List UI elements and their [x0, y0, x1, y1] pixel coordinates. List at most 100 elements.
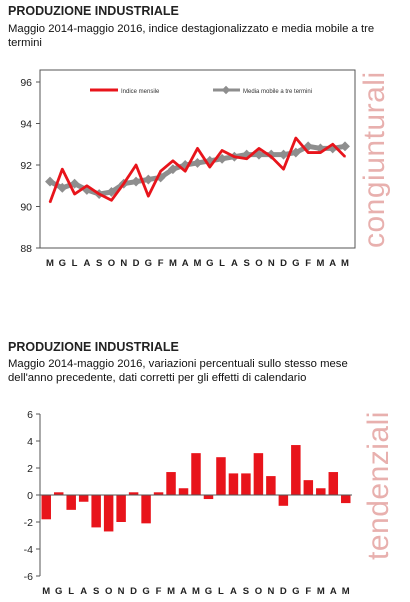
chart2-subtitle: Maggio 2014-maggio 2016, variazioni perc…: [8, 358, 348, 384]
x-tick-label: M: [42, 586, 50, 597]
y-tick-label: 88: [20, 243, 32, 255]
x-tick-label: M: [169, 258, 177, 269]
indice-mensile-point: [295, 137, 297, 139]
media-mobile-point: [45, 176, 55, 187]
indice-mensile-point: [344, 155, 346, 158]
bar: [303, 480, 314, 495]
indice-mensile-point: [172, 160, 174, 162]
y-tick-label: 0: [27, 490, 33, 502]
y-tick-label: 94: [20, 119, 32, 131]
indice-mensile-point: [86, 184, 88, 187]
media-mobile-point: [192, 157, 203, 168]
media-mobile-point: [278, 149, 289, 160]
bar: [191, 453, 201, 495]
chart2-side-label: tendenziali: [362, 411, 395, 560]
x-tick-label: F: [305, 258, 311, 269]
indice-mensile-point: [233, 155, 236, 158]
media-mobile-point: [143, 174, 154, 185]
bar: [266, 476, 276, 495]
media-mobile-point: [131, 176, 141, 187]
media-mobile-point: [290, 147, 301, 158]
x-tick-label: A: [182, 258, 189, 269]
indice-mensile-point: [282, 168, 285, 170]
y-tick-label: 4: [27, 436, 33, 448]
chart1-title: PRODUZIONE INDUSTRIALE: [8, 4, 179, 18]
x-tick-label: G: [206, 258, 213, 269]
media-mobile-point: [217, 153, 228, 164]
x-tick-label: A: [231, 258, 238, 269]
bar: [66, 495, 76, 510]
indice-mensile-point: [135, 164, 137, 166]
chart1-side-label: congiunturali: [358, 71, 391, 248]
x-tick-label: L: [72, 258, 78, 269]
x-tick-label: A: [80, 586, 87, 597]
indice-mensile-point: [49, 201, 51, 204]
bar: [291, 445, 301, 495]
indice-mensile-point: [221, 149, 223, 152]
indice-mensile-point: [270, 155, 273, 158]
series-media-mobile-line: [48, 143, 346, 197]
x-tick-label: O: [108, 258, 115, 269]
media-mobile-point: [167, 164, 178, 175]
legend-marker-media: [221, 85, 231, 95]
indice-mensile-point: [331, 143, 334, 146]
y-tick-label: -6: [24, 571, 33, 583]
indice-mensile-point: [208, 166, 211, 168]
x-tick-label: G: [59, 258, 66, 269]
indice-mensile-point: [122, 182, 125, 185]
x-tick-label: S: [96, 258, 102, 269]
chart1-subtitle: Maggio 2014-maggio 2016, indice destagio…: [8, 23, 375, 49]
x-tick-label: A: [230, 586, 237, 597]
bar: [178, 488, 189, 495]
x-tick-label: O: [105, 586, 112, 597]
indice-mensile-point: [319, 151, 322, 154]
x-tick-label: O: [255, 258, 262, 269]
x-tick-label: F: [305, 586, 311, 597]
x-tick-label: L: [219, 258, 225, 269]
bar: [41, 495, 51, 520]
x-tick-label: M: [167, 586, 175, 597]
x-tick-label: M: [317, 586, 325, 597]
chart2-title: PRODUZIONE INDUSTRIALE: [8, 340, 179, 354]
x-tick-label: A: [83, 258, 90, 269]
x-tick-label: G: [292, 258, 299, 269]
bar: [103, 495, 114, 532]
media-mobile-point: [57, 182, 68, 193]
indice-mensile-point: [245, 157, 248, 160]
indice-mensile-point: [110, 199, 113, 202]
x-tick-label: D: [130, 586, 137, 597]
indice-mensile-point: [196, 147, 199, 150]
x-tick-label: N: [118, 586, 125, 597]
y-tick-label: 6: [27, 409, 33, 421]
x-tick-label: S: [243, 258, 249, 269]
y-tick-label: 96: [20, 77, 32, 89]
indice-mensile-point: [184, 170, 187, 173]
x-tick-label: A: [330, 586, 337, 597]
indice-mensile-point: [61, 168, 64, 170]
bar: [141, 495, 151, 524]
bar: [278, 495, 289, 506]
x-tick-label: D: [133, 258, 140, 269]
x-tick-label: G: [142, 586, 149, 597]
bar: [53, 492, 64, 495]
x-tick-label: M: [341, 258, 349, 269]
x-tick-label: A: [329, 258, 336, 269]
plot-frame: [39, 69, 356, 249]
x-tick-label: M: [194, 258, 202, 269]
x-tick-label: M: [46, 258, 54, 269]
legend-label-media: Media mobile a tre termini: [243, 89, 312, 95]
bar: [228, 473, 239, 495]
bar: [216, 457, 226, 495]
x-tick-label: G: [55, 586, 62, 597]
x-tick-label: M: [192, 586, 200, 597]
x-tick-label: M: [316, 258, 324, 269]
bar: [91, 495, 101, 528]
bar: [241, 473, 251, 495]
x-tick-label: F: [158, 258, 164, 269]
y-tick-label: 92: [20, 160, 32, 172]
bar: [166, 472, 176, 495]
x-tick-label: G: [292, 586, 299, 597]
x-tick-label: L: [218, 586, 224, 597]
bar: [316, 488, 326, 495]
